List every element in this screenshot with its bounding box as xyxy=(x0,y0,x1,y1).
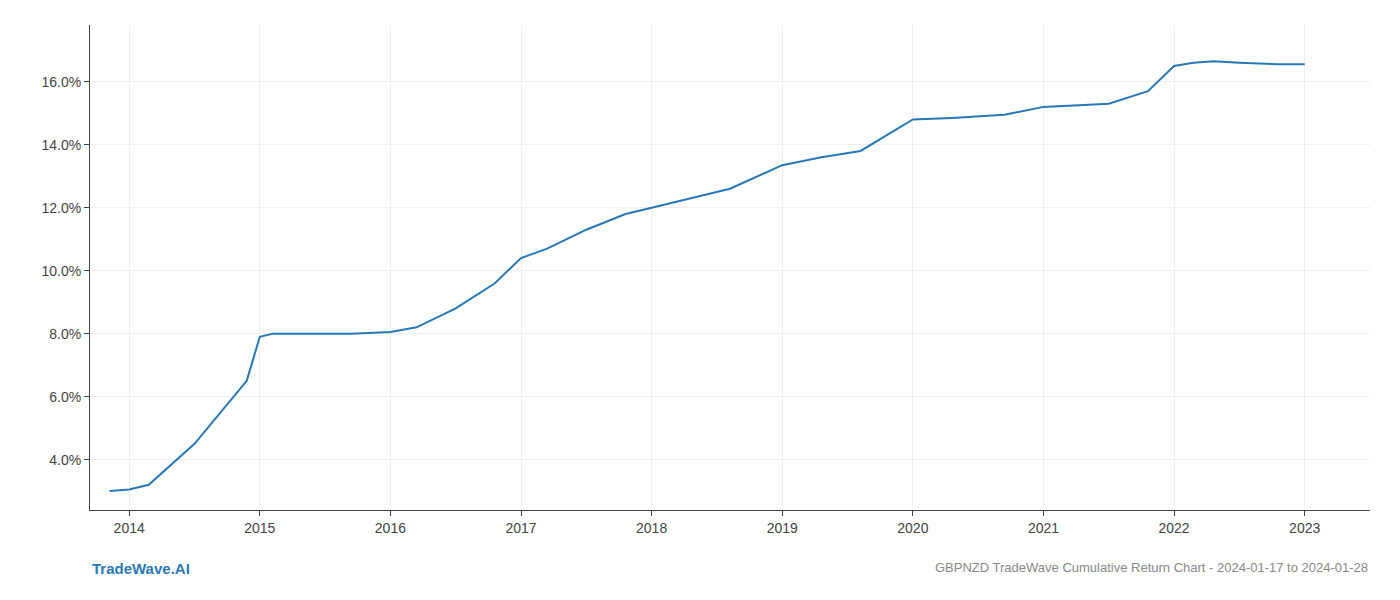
svg-text:2019: 2019 xyxy=(767,520,798,536)
svg-text:2018: 2018 xyxy=(636,520,667,536)
svg-text:2017: 2017 xyxy=(505,520,536,536)
svg-text:GBPNZD TradeWave Cumulative Re: GBPNZD TradeWave Cumulative Return Chart… xyxy=(935,560,1368,575)
svg-text:2015: 2015 xyxy=(244,520,275,536)
svg-text:10.0%: 10.0% xyxy=(41,263,81,279)
svg-text:2022: 2022 xyxy=(1159,520,1190,536)
svg-text:6.0%: 6.0% xyxy=(49,389,81,405)
svg-text:16.0%: 16.0% xyxy=(41,74,81,90)
svg-text:8.0%: 8.0% xyxy=(49,326,81,342)
svg-text:2016: 2016 xyxy=(375,520,406,536)
svg-text:2014: 2014 xyxy=(114,520,145,536)
svg-text:2021: 2021 xyxy=(1028,520,1059,536)
svg-text:2023: 2023 xyxy=(1289,520,1320,536)
svg-text:12.0%: 12.0% xyxy=(41,200,81,216)
svg-text:TradeWave.AI: TradeWave.AI xyxy=(92,560,190,577)
svg-text:4.0%: 4.0% xyxy=(49,452,81,468)
svg-text:2020: 2020 xyxy=(897,520,928,536)
svg-text:14.0%: 14.0% xyxy=(41,137,81,153)
